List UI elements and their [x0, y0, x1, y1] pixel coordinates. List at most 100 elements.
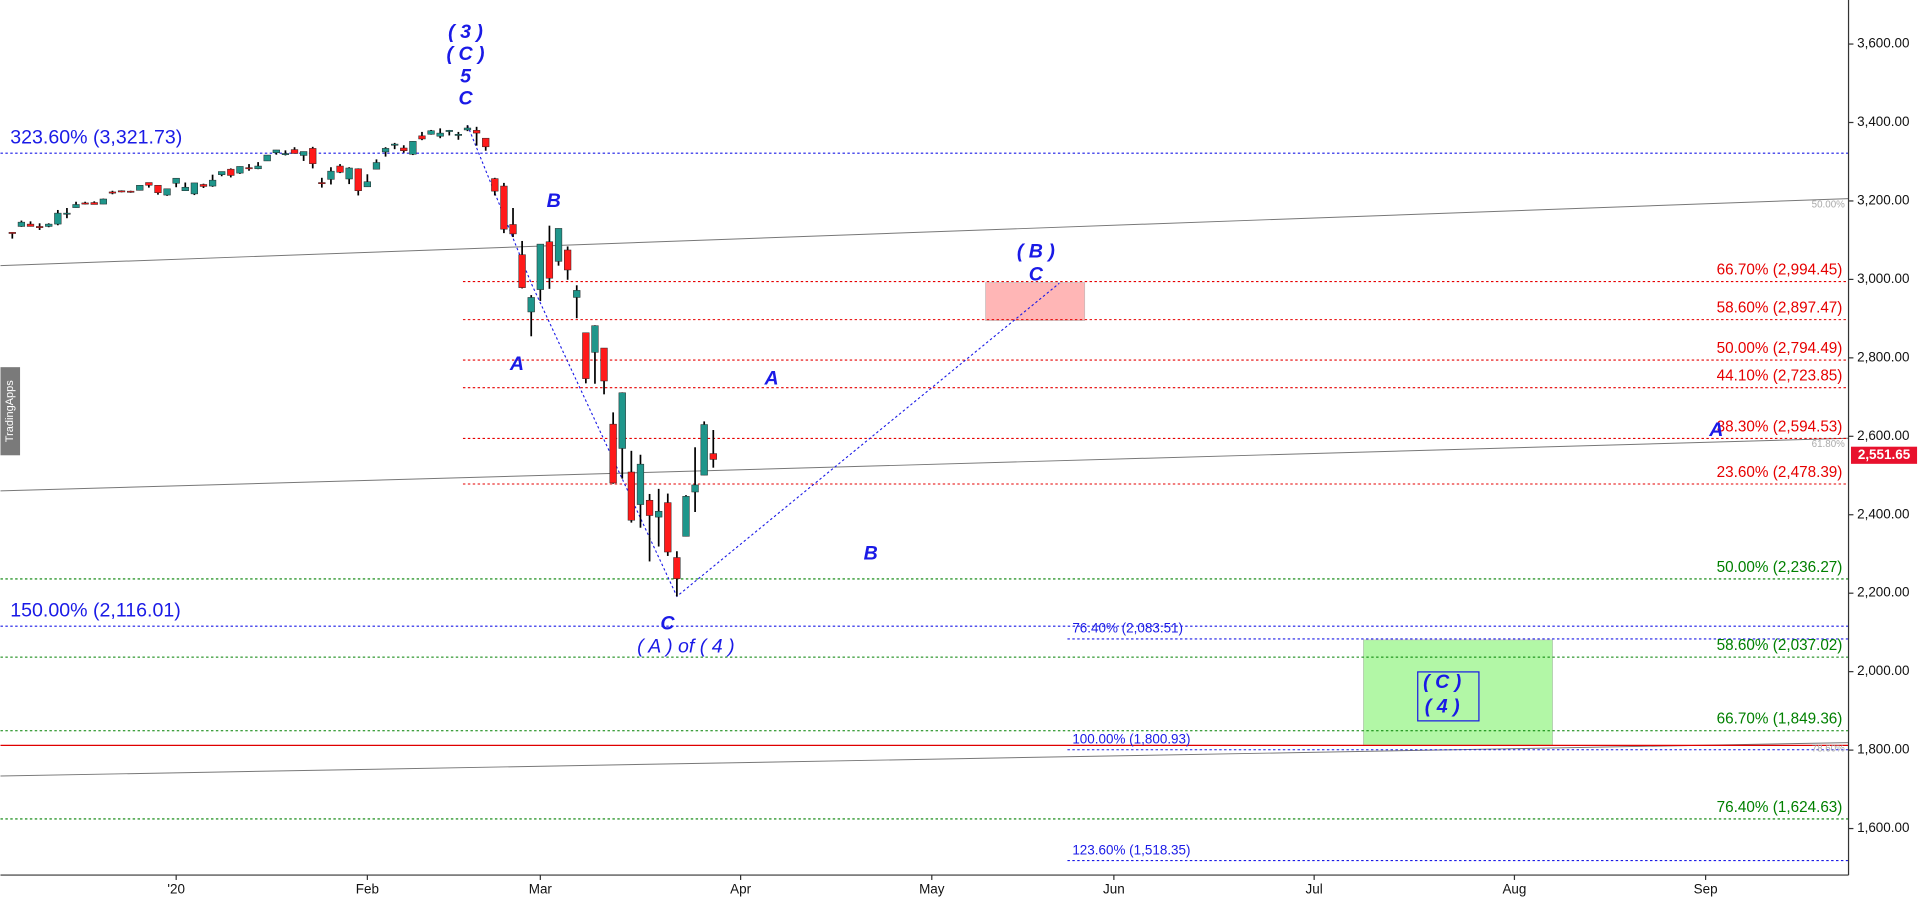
x-tick-label: Mar [529, 881, 553, 896]
side-tab-label[interactable]: TradingApps [4, 380, 16, 442]
candle-body [63, 212, 71, 215]
fib-label: 150.00% (2,116.01) [10, 600, 181, 622]
candle-body [636, 463, 645, 505]
candle-body [518, 254, 526, 288]
candle-body [300, 151, 308, 156]
candle-body [309, 148, 317, 164]
candle-body [427, 130, 435, 135]
trend-line-label: 78.60% [1812, 743, 1845, 754]
candle-body [436, 132, 444, 137]
candle-body [600, 347, 608, 382]
candle-body [573, 290, 581, 298]
wave-label: C [660, 612, 675, 634]
candle-body [618, 392, 626, 449]
fib-label: 123.60% (1,518.35) [1072, 842, 1190, 857]
candle-body [709, 453, 717, 460]
candle-body [227, 168, 235, 176]
x-tick-label: Apr [730, 881, 751, 896]
candle-body [145, 182, 153, 186]
candle-body [245, 167, 253, 170]
fib-label: 44.10% (2,723.85) [1717, 368, 1843, 385]
candle-body [208, 179, 217, 187]
candle-body [236, 166, 244, 174]
candle-body [381, 148, 390, 153]
wave-label: ( C ) [1423, 671, 1461, 693]
candle-body [72, 204, 80, 208]
wave-label: 5 [460, 65, 472, 87]
candle-body [318, 182, 326, 184]
fib-label: 66.70% (1,849.36) [1717, 711, 1843, 728]
x-tick-label: May [919, 881, 945, 896]
fib-label: 76.40% (2,083.51) [1072, 621, 1183, 636]
candle-body [163, 188, 171, 196]
candle-body [99, 198, 107, 205]
candle-body [136, 185, 144, 191]
candle-body [263, 154, 271, 162]
zone [985, 282, 1086, 321]
y-tick-label: 3,200.00 [1857, 193, 1909, 208]
candle-body [290, 149, 299, 154]
fib-label: 76.40% (1,624.63) [1717, 799, 1843, 816]
wave-label: ( C ) [447, 43, 485, 65]
trend-line [0, 742, 1849, 777]
zones [985, 282, 1553, 746]
candle-body [154, 185, 162, 193]
candle-body [108, 191, 117, 194]
trend-line-label: 61.80% [1812, 439, 1845, 450]
y-tick-label: 1,800.00 [1857, 742, 1909, 757]
candles [8, 125, 717, 597]
candle-body [482, 137, 490, 148]
x-tick-label: Jul [1306, 881, 1323, 896]
candle-body [509, 224, 517, 235]
candle-body [54, 212, 62, 225]
fib-label: 66.70% (2,994.45) [1717, 262, 1843, 279]
fib-label: 23.60% (2,478.39) [1717, 464, 1843, 481]
side-tab[interactable] [0, 367, 21, 456]
candle-body [472, 130, 481, 134]
candle-body [691, 484, 699, 493]
wave-label: A [763, 368, 778, 390]
y-tick-label: 2,000.00 [1857, 663, 1909, 678]
fib-label: 50.00% (2,236.27) [1717, 559, 1843, 576]
annotation-box [1417, 671, 1480, 722]
wave-label: B [864, 543, 878, 565]
candle-body [609, 423, 617, 484]
candle-body [17, 221, 26, 227]
candle-body [172, 177, 180, 184]
candle-body [117, 190, 126, 193]
candle-body [545, 241, 554, 279]
fib-label: 50.00% (2,794.49) [1717, 340, 1843, 357]
wave-label: ( A ) of ( 4 ) [637, 636, 735, 658]
candle-body [454, 134, 463, 136]
candle-body [500, 185, 508, 230]
candle-body [591, 325, 599, 353]
candle-body [90, 202, 98, 205]
candle-body [345, 167, 353, 180]
candle-body [36, 226, 44, 228]
wave-label: ( 3 ) [448, 21, 483, 43]
candle-body [409, 141, 417, 155]
candle-body [254, 165, 262, 170]
candle-body [190, 182, 198, 195]
x-tick-label: Feb [356, 881, 379, 896]
candle-body [700, 424, 708, 476]
y-tick-label: 1,600.00 [1857, 820, 1909, 835]
candle-body [554, 228, 563, 262]
candle-body [673, 557, 681, 579]
trend-line-label: 50.00% [1812, 199, 1845, 210]
candle-body [354, 168, 362, 191]
candle-body [418, 135, 426, 140]
candle-body [363, 181, 371, 188]
candle-body [445, 130, 453, 132]
candle-body [400, 147, 408, 151]
fib-label: 58.60% (2,037.02) [1717, 637, 1843, 654]
y-tick-label: 3,000.00 [1857, 271, 1909, 286]
wave-label: C [458, 87, 473, 109]
y-tick-label: 2,400.00 [1857, 506, 1909, 521]
y-tick-label: 2,600.00 [1857, 428, 1909, 443]
candle-body [272, 149, 280, 153]
candle-body [327, 170, 335, 180]
candle-body [81, 202, 89, 205]
